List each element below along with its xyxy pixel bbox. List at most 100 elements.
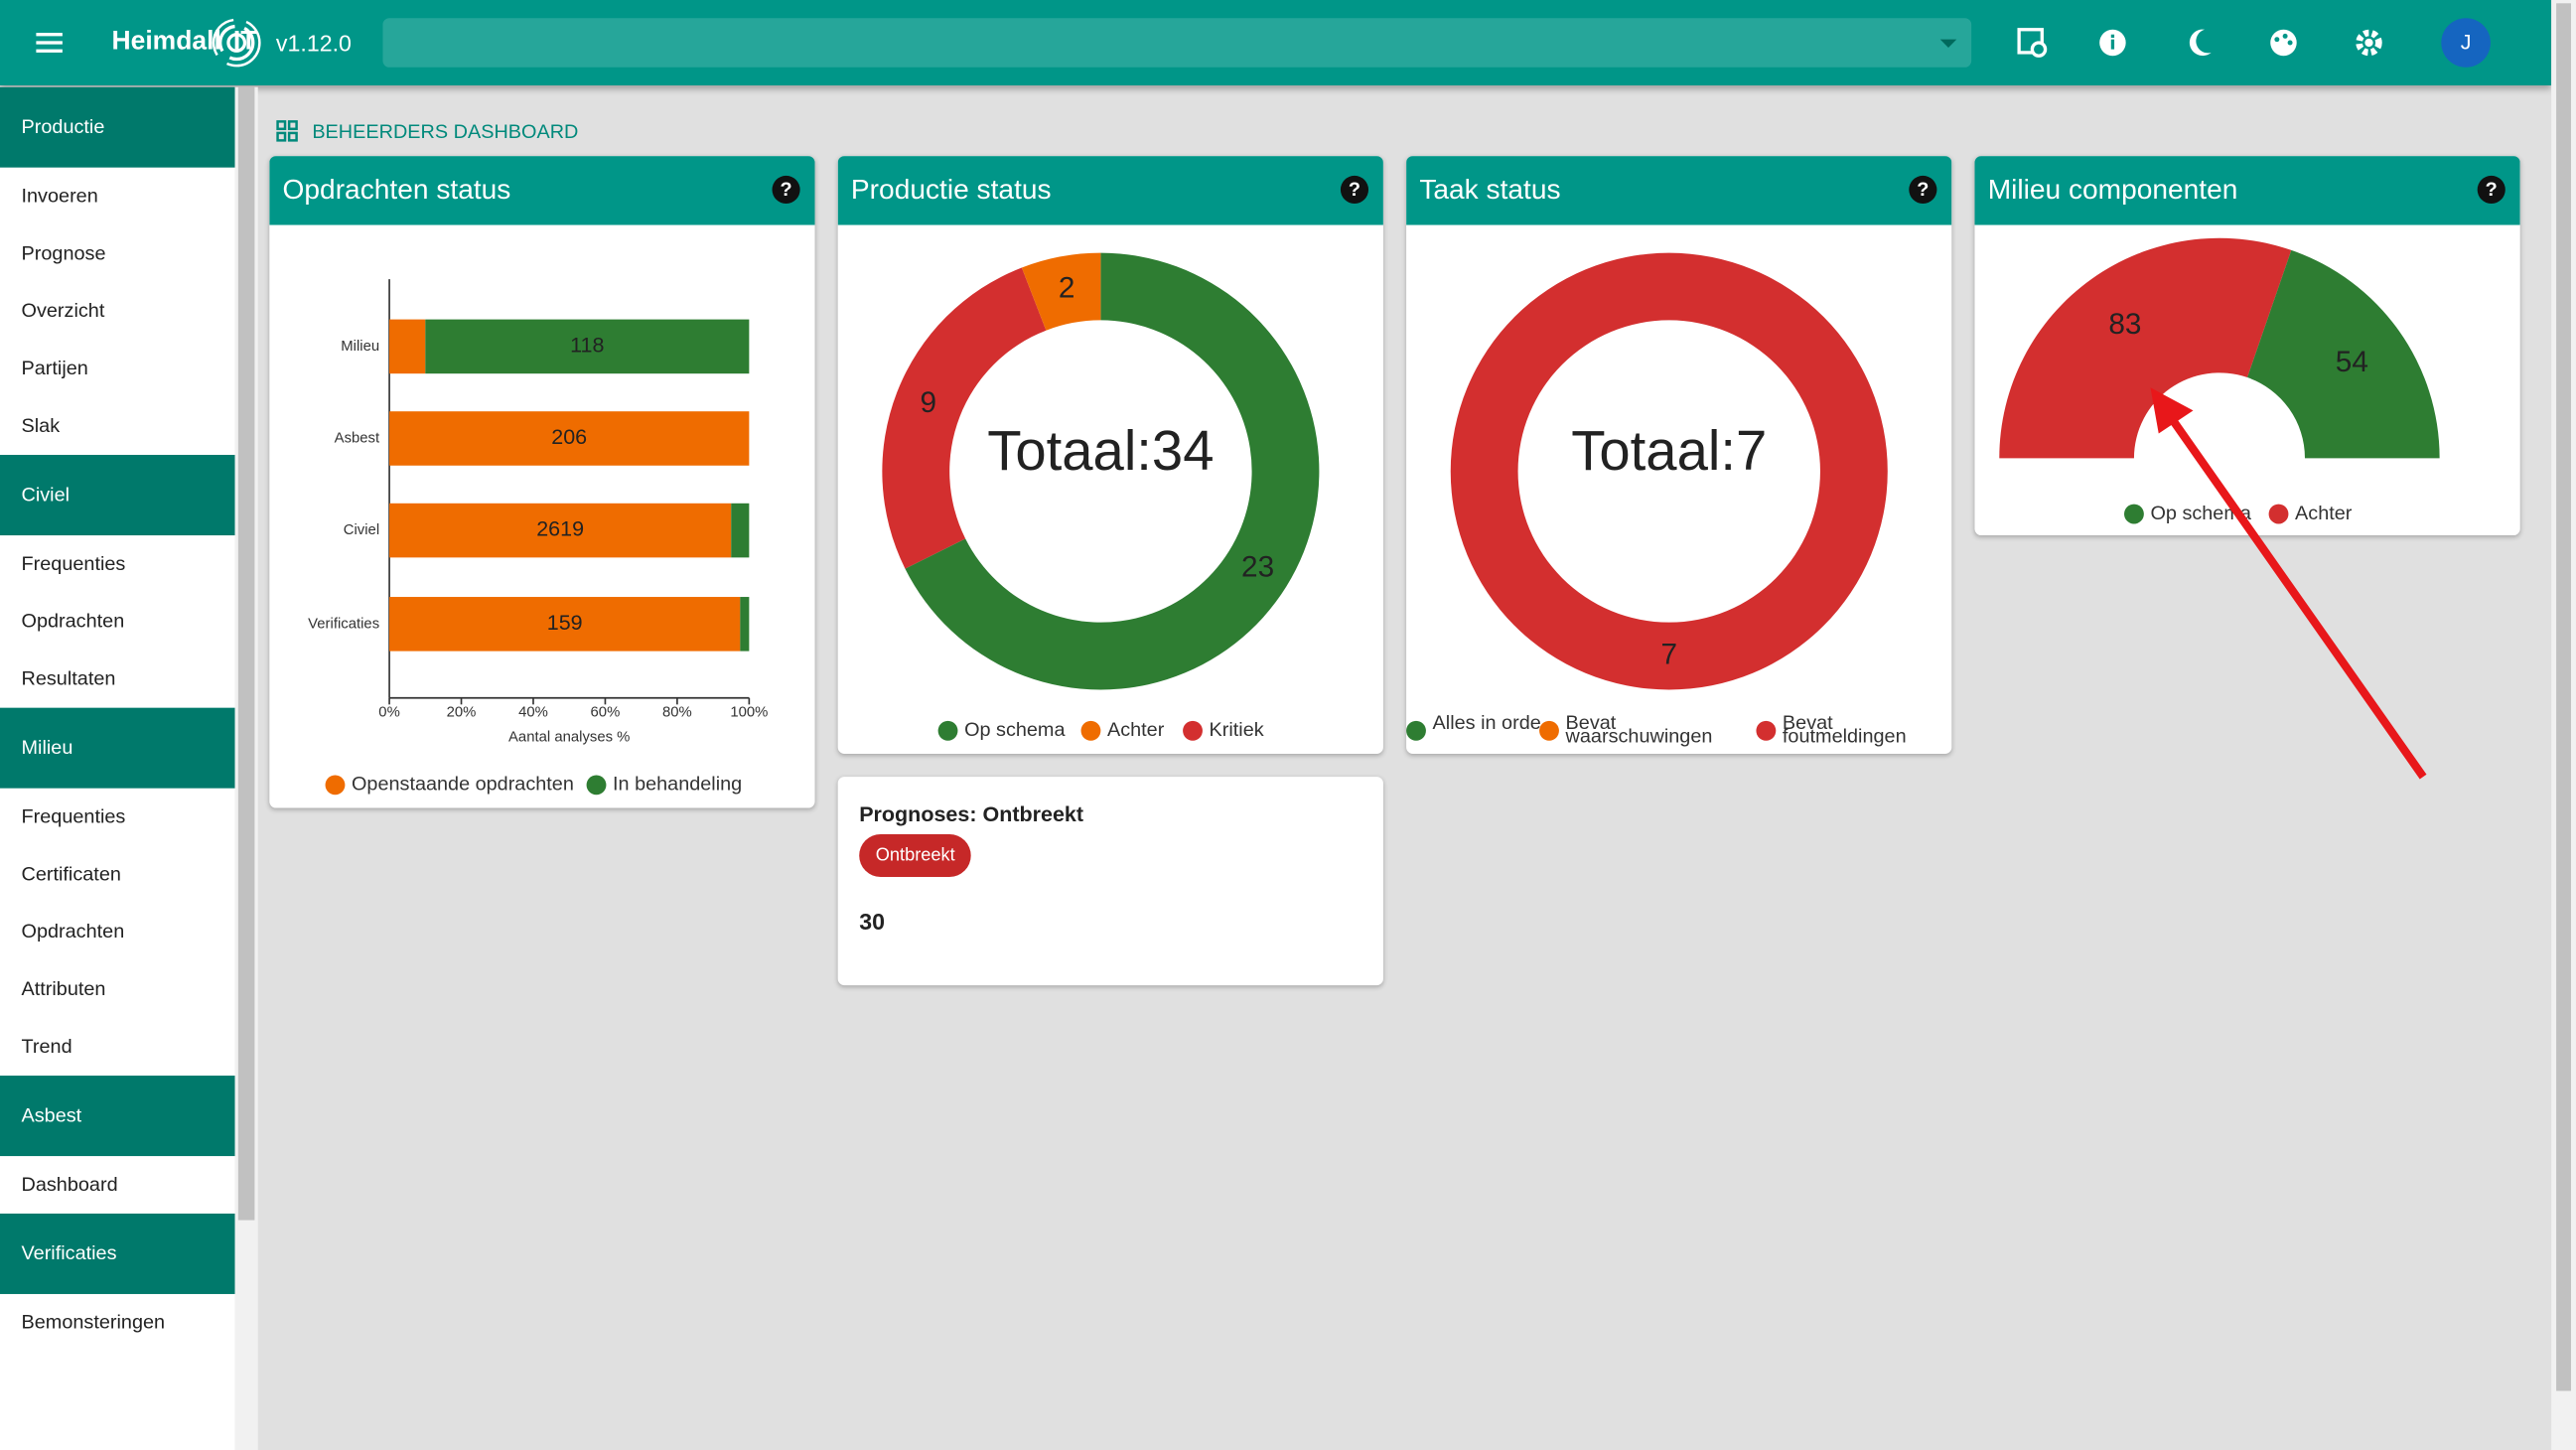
prognoses-title: Prognoses: Ontbreekt [859, 800, 1084, 826]
nav-section[interactable]: Asbest [0, 1076, 235, 1157]
legend-label: Achter [1107, 719, 1165, 741]
nav-item[interactable]: Bemonsteringen [21, 1310, 166, 1334]
dashboard-icon [276, 120, 298, 142]
prognoses-card: Prognoses: Ontbreekt Ontbreekt 30 [837, 777, 1383, 986]
nav-item[interactable]: Prognose [21, 241, 106, 265]
x-tick-label: 20% [447, 705, 477, 721]
legend-label: Op schema [964, 719, 1066, 741]
version: v1.12.0 [275, 29, 352, 57]
legend-marker [1080, 720, 1101, 741]
legend-label: Achter [2295, 503, 2353, 524]
arc-segment [1021, 252, 1101, 331]
arc-segment [1999, 237, 2292, 459]
card-title: Taak status [1419, 174, 1561, 206]
help-button[interactable]: ? [1340, 175, 1369, 205]
nav-section[interactable]: Verificaties [0, 1213, 235, 1294]
y-tick-label: Verificaties [308, 616, 379, 632]
card: Milieu componenten? [1974, 156, 2520, 536]
data-label: 23 [1241, 550, 1274, 583]
nav-item[interactable]: Certificaten [21, 862, 121, 886]
nav-item[interactable]: Attributen [21, 976, 106, 1000]
legend-marker [2124, 504, 2144, 524]
card-header: Taak status? [1406, 156, 1952, 225]
top-bar: Heimdall IT v1.12.0 J [0, 0, 2552, 85]
card: Opdrachten status? [269, 156, 815, 808]
scrollbar [2551, 0, 2576, 1450]
nav-item[interactable]: Opdrachten [21, 919, 125, 943]
bar-label: 159 [547, 611, 583, 635]
data-label: 83 [2108, 308, 2141, 341]
nav-section[interactable]: Milieu [0, 707, 235, 789]
logo-icon [212, 18, 261, 68]
arc-segment [905, 252, 1320, 690]
bar-segment [389, 597, 741, 652]
legend-label: Openstaande opdrachten [352, 774, 574, 796]
bar-label: 206 [551, 425, 587, 449]
card-title: Productie status [850, 174, 1052, 206]
nav-section[interactable]: Civiel [0, 455, 235, 536]
legend-marker [1539, 720, 1559, 741]
avatar[interactable]: J [2441, 18, 2491, 68]
card-header: Milieu componenten? [1974, 156, 2520, 225]
nav-item[interactable]: Invoeren [21, 184, 98, 208]
nav-section[interactable]: Productie [0, 86, 235, 168]
x-tick-label: 60% [591, 705, 621, 721]
sidebar: Productie Invoeren Prognose Overzicht Partij… [0, 86, 235, 1450]
nav-item[interactable]: Overzicht [21, 298, 105, 323]
nav-item[interactable]: Resultaten [21, 666, 116, 690]
bar-segment [389, 411, 750, 466]
bar-label: 2619 [536, 517, 584, 541]
center-label: Totaal:7 [1571, 419, 1767, 482]
x-tick-label: 0% [378, 705, 400, 721]
toolbar-icons[interactable] [2014, 23, 2391, 63]
bar-label: 118 [570, 334, 604, 358]
help-button[interactable]: ? [772, 175, 800, 205]
data-label: 54 [2336, 346, 2368, 378]
logo: IT [232, 28, 257, 57]
menu-button[interactable] [33, 28, 66, 58]
card-header: Opdrachten status? [269, 156, 815, 225]
help-button[interactable]: ? [1909, 175, 1937, 205]
search-select[interactable] [382, 18, 1972, 68]
legend-label: In behandeling [613, 774, 742, 796]
legend-label: Kritiek [1210, 719, 1264, 741]
legend-label: Bevat foutmeldingen [1782, 710, 1907, 748]
bar-segment [425, 319, 750, 374]
sidebar-scrollbar [234, 86, 258, 1450]
x-tick-label: 100% [730, 705, 768, 721]
nav-item[interactable]: Dashboard [21, 1172, 118, 1196]
arc-segment [2247, 249, 2440, 459]
legend-label: Op schema [2150, 503, 2251, 524]
nav-item[interactable]: Frequenties [21, 804, 126, 828]
nav-item[interactable]: Trend [21, 1034, 72, 1058]
bar-segment [731, 503, 750, 558]
data-label: 2 [1059, 272, 1075, 305]
legend-marker [1406, 720, 1426, 741]
y-tick-label: Asbest [335, 430, 380, 446]
bar-segment [740, 597, 750, 652]
dropdown-arrow [1939, 39, 1957, 48]
nav-item[interactable]: Slak [21, 413, 61, 437]
help-button[interactable]: ? [2477, 175, 2505, 205]
nav-item[interactable]: Opdrachten [21, 609, 125, 633]
prognoses-value: 30 [859, 908, 885, 935]
nav-item[interactable]: Frequenties [21, 551, 126, 575]
legend-marker [937, 720, 958, 741]
card-title: Milieu componenten [1987, 174, 2238, 206]
bar-segment [389, 503, 732, 558]
data-label: 7 [1660, 638, 1677, 670]
logo: Heimdall [111, 28, 221, 57]
card-header: Productie status? [837, 156, 1383, 225]
legend-marker [586, 775, 607, 796]
nav-item[interactable]: Partijen [21, 356, 88, 379]
legend-label: Alles in orde [1432, 710, 1541, 735]
status-chip: Ontbreekt [859, 833, 972, 877]
y-tick-label: Milieu [341, 339, 379, 355]
legend-marker [1756, 720, 1777, 741]
legend-marker [2268, 504, 2289, 524]
legend-label: Bevat waarschuwingen [1565, 710, 1713, 748]
x-tick-label: 80% [662, 705, 692, 721]
